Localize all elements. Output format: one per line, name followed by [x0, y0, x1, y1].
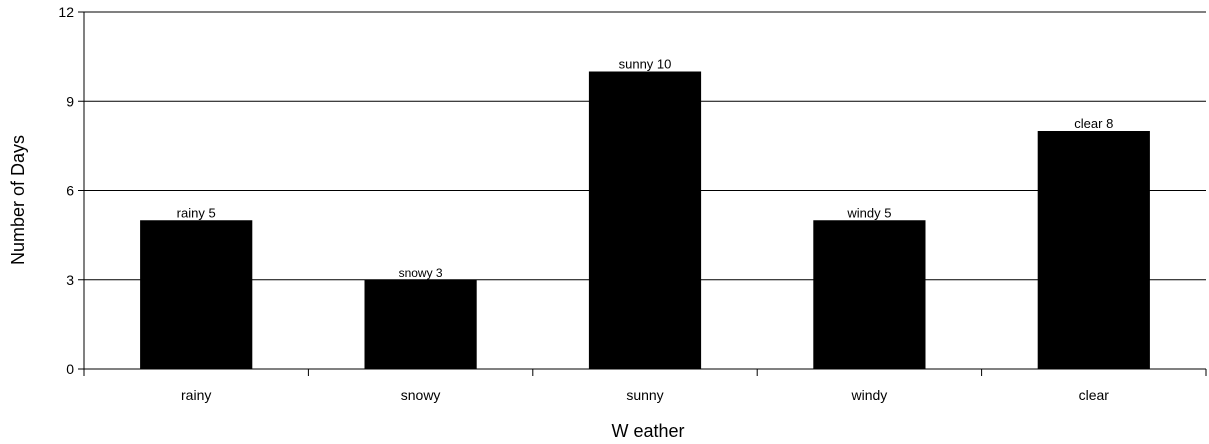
x-tick-label: sunny	[626, 387, 663, 403]
x-tick-label: snowy	[401, 387, 441, 403]
data-label: windy 5	[846, 205, 891, 220]
x-axis-ticks: rainy snowy sunny windy clear	[83, 369, 1207, 403]
data-labels: rainy 5 snowy 3 sunny 10 windy 5 clear 8	[177, 57, 1114, 280]
y-tick-label: 3	[66, 272, 74, 288]
y-tick-label: 6	[66, 183, 74, 199]
bar-windy	[813, 220, 926, 369]
x-tick-label: clear	[1079, 387, 1110, 403]
data-label: sunny 10	[619, 57, 672, 72]
y-tick-label: 12	[58, 4, 74, 20]
bars	[140, 71, 1150, 369]
bar-snowy	[364, 279, 477, 369]
y-axis-ticks: 0 3 6 9 12	[58, 4, 84, 377]
data-label: rainy 5	[177, 205, 216, 220]
data-label: clear 8	[1074, 116, 1113, 131]
x-axis-title: W eather	[611, 421, 684, 441]
bar-sunny	[588, 71, 702, 369]
bar-clear	[1037, 131, 1150, 369]
data-label: snowy 3	[399, 266, 443, 280]
y-tick-label: 9	[66, 93, 74, 109]
bar-rainy	[140, 220, 253, 369]
y-axis-title: Number of Days	[8, 135, 28, 265]
x-tick-label: windy	[851, 387, 888, 403]
y-tick-label: 0	[66, 361, 74, 377]
x-tick-label: rainy	[181, 387, 211, 403]
